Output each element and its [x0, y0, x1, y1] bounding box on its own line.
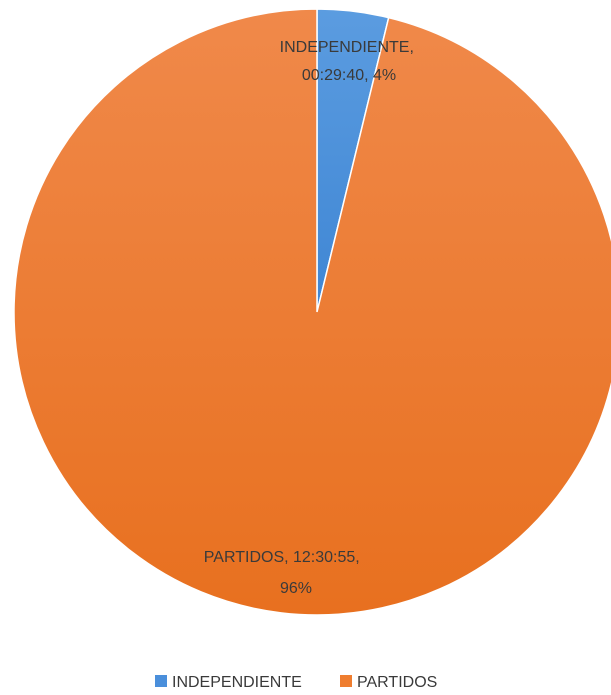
- legend-label-partidos: PARTIDOS: [357, 674, 437, 691]
- legend-swatch-partidos: [340, 675, 352, 687]
- data-label-partidos-line-2: 96%: [280, 580, 312, 597]
- legend-label-independiente: INDEPENDIENTE: [172, 674, 302, 691]
- data-label-partidos: PARTIDOS, 12:30:55, 96%: [204, 549, 364, 597]
- data-labels: INDEPENDIENTE, 00:29:40, 4% PARTIDOS, 12…: [204, 39, 419, 597]
- pie-slices: [13, 8, 611, 616]
- data-label-partidos-line-1: PARTIDOS, 12:30:55,: [204, 549, 360, 566]
- data-label-independiente-line-2: 00:29:40, 4%: [302, 67, 396, 84]
- data-label-independiente: INDEPENDIENTE, 00:29:40, 4%: [280, 39, 419, 84]
- data-label-independiente-line-1: INDEPENDIENTE,: [280, 39, 414, 56]
- legend: INDEPENDIENTE PARTIDOS: [155, 674, 437, 691]
- legend-swatch-independiente: [155, 675, 167, 687]
- slice-partidos: [13, 8, 611, 616]
